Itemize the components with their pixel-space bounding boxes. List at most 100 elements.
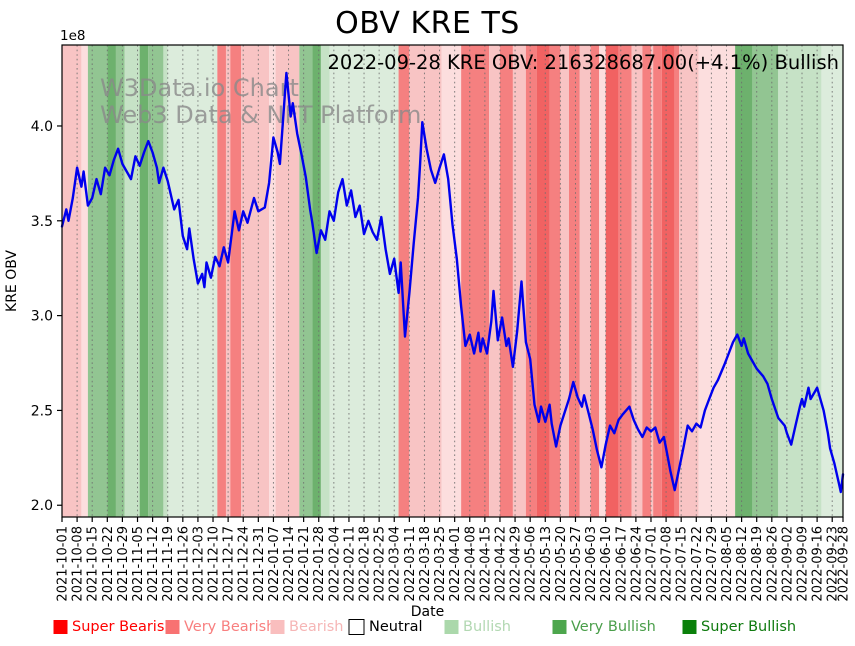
x-axis: 2021-10-01 2021-10-08 2021-10-15 2021-10-22… xyxy=(56,517,852,602)
x-tick-label: 2022-03-18 xyxy=(418,526,433,602)
y-axis-title: KRE OBV xyxy=(4,250,20,312)
y-tick-label: 3.5 xyxy=(31,214,53,230)
x-tick-label: 2022-01-07 xyxy=(267,526,282,602)
legend-swatch-icon xyxy=(682,620,696,634)
x-tick-label: 2022-04-22 xyxy=(493,526,508,602)
gridlines-layer xyxy=(61,45,844,517)
sentiment-band xyxy=(81,45,88,517)
x-tick-label: 2022-02-18 xyxy=(358,526,373,602)
x-tick-label: 2022-04-01 xyxy=(448,526,463,602)
sentiment-band xyxy=(560,45,570,517)
x-tick-label: 2022-02-25 xyxy=(373,526,388,602)
x-tick-label: 2022-06-10 xyxy=(599,526,614,602)
sentiment-band xyxy=(569,45,580,517)
x-tick-label: 2021-11-12 xyxy=(146,526,161,602)
legend-swatch-icon xyxy=(53,620,67,634)
x-tick-label: 2022-01-28 xyxy=(312,526,327,602)
x-tick-label: 2021-12-17 xyxy=(222,526,237,602)
legend-swatch-icon xyxy=(348,619,364,635)
x-tick-label: 2022-05-06 xyxy=(524,526,539,602)
x-tick-label: 2022-07-15 xyxy=(675,526,690,602)
legend-label: Bearish xyxy=(289,619,344,635)
legend-item-neutral: Neutral xyxy=(348,619,444,635)
sentiment-band xyxy=(398,45,410,517)
legend-label: Super Bullish xyxy=(701,619,797,635)
sentiment-band xyxy=(642,45,651,517)
sentiment-band xyxy=(87,45,108,517)
x-tick-label: 2022-03-25 xyxy=(433,526,448,602)
x-tick-label: 2021-11-05 xyxy=(131,526,146,602)
sentiment-band xyxy=(499,45,513,517)
x-tick-label: 2022-04-08 xyxy=(463,526,478,602)
sentiment-band xyxy=(778,45,822,517)
x-tick-label: 2022-03-04 xyxy=(388,526,403,602)
sentiment-band xyxy=(115,45,125,517)
sentiment-band xyxy=(163,45,168,517)
x-axis-title: Date xyxy=(410,604,445,620)
legend-item-very-bullish: Very Bullish xyxy=(552,619,682,635)
x-tick-label: 2022-03-11 xyxy=(403,526,418,602)
sentiment-band xyxy=(409,45,442,517)
x-tick-label: 2021-11-26 xyxy=(176,526,191,602)
x-tick-label: 2022-06-17 xyxy=(614,526,629,602)
x-tick-label: 2022-07-22 xyxy=(690,526,705,602)
sentiment-band xyxy=(679,45,699,517)
sentiment-band xyxy=(167,45,218,517)
x-tick-label: 2021-11-19 xyxy=(161,526,176,602)
y-tick-label: 2.0 xyxy=(31,498,53,514)
obv-series-line xyxy=(60,71,845,494)
legend-item-bullish: Bullish xyxy=(444,619,552,635)
watermark-line1: W3Data.io Chart xyxy=(100,74,299,102)
x-tick-label: 2022-02-04 xyxy=(327,526,342,602)
x-tick-label: 2022-02-11 xyxy=(342,526,357,602)
sentiment-band xyxy=(320,45,330,517)
page-title: OBV KRE TS xyxy=(335,6,520,41)
x-tick-label: 2021-12-10 xyxy=(207,526,222,602)
sentiment-legend: Super Bearish Very Bearish Bearish Neutral B… xyxy=(53,619,802,635)
legend-swatch-icon xyxy=(270,620,284,634)
y-tick-label: 2.5 xyxy=(31,403,53,419)
legend-label: Very Bullish xyxy=(571,619,656,635)
plot-border xyxy=(61,44,844,518)
sentiment-band xyxy=(275,45,300,517)
x-tick-label: 2021-12-31 xyxy=(252,526,267,602)
y-tick-label: 4.0 xyxy=(31,119,53,135)
x-tick-label: 2022-07-01 xyxy=(644,526,659,602)
sentiment-band xyxy=(525,45,537,517)
x-tick-label: 2022-01-21 xyxy=(297,526,312,602)
sentiment-band xyxy=(631,45,643,517)
sentiment-band xyxy=(217,45,226,517)
y-axis: 2.0 2.5 3.0 3.5 4.0 xyxy=(31,119,62,514)
sentiment-band xyxy=(650,45,654,517)
watermark-line2: Web3 Data & NFT Platform xyxy=(100,101,421,129)
legend-item-super-bearish: Super Bearish xyxy=(53,619,174,635)
x-tick-label: 2022-09-28 xyxy=(837,526,852,602)
x-tick-label: 2022-09-02 xyxy=(780,526,795,602)
sentiment-bands-layer xyxy=(62,45,843,517)
x-tick-label: 2022-05-20 xyxy=(554,526,569,602)
sentiment-band xyxy=(269,45,276,517)
sentiment-band xyxy=(489,45,500,517)
sentiment-band xyxy=(312,45,321,517)
x-tick-label: 2022-04-15 xyxy=(478,526,493,602)
sentiment-band xyxy=(124,45,140,517)
x-tick-label: 2021-10-15 xyxy=(86,526,101,602)
y-tick-label: 3.0 xyxy=(31,309,53,325)
x-tick-label: 2022-08-19 xyxy=(750,526,765,602)
x-tick-label: 2022-05-13 xyxy=(539,526,554,602)
legend-label: Super Bearish xyxy=(72,619,174,635)
x-tick-label: 2022-04-29 xyxy=(509,526,524,602)
y-axis-offset-label: 1e8 xyxy=(60,28,85,44)
x-tick-label: 2022-05-27 xyxy=(569,526,584,602)
sentiment-band xyxy=(599,45,606,517)
x-tick-label: 2022-09-09 xyxy=(796,526,811,602)
legend-swatch-icon xyxy=(165,620,179,634)
sentiment-band xyxy=(512,45,526,517)
sentiment-band xyxy=(579,45,591,517)
legend-label: Very Bearish xyxy=(184,619,276,635)
sentiment-band xyxy=(618,45,632,517)
sentiment-band xyxy=(674,45,680,517)
x-tick-label: 2022-09-16 xyxy=(811,526,826,602)
